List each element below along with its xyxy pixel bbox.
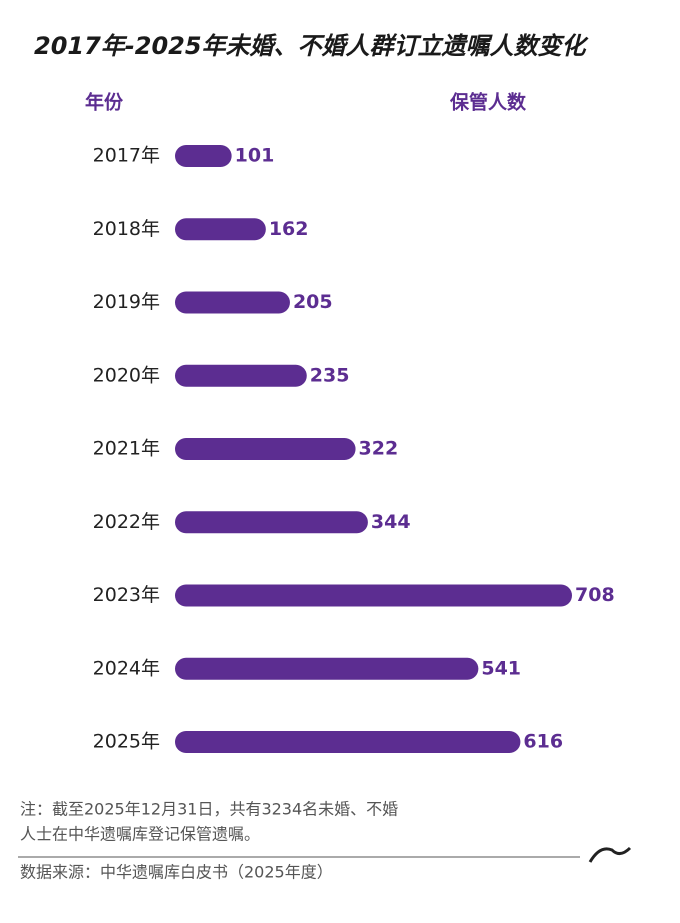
category-label: 2017年 <box>93 145 160 167</box>
bar <box>175 364 307 387</box>
note-line: 注：截至2025年12月31日，共有3234名未婚、不婚 <box>20 800 398 819</box>
category-label: 2024年 <box>93 657 160 679</box>
value-header: 保管人数 <box>449 91 527 114</box>
bar <box>175 511 368 534</box>
source: 数据来源：中华遗嘱库白皮书（2025年度） <box>20 863 333 882</box>
value-label: 708 <box>575 584 615 606</box>
category-label: 2023年 <box>93 584 160 606</box>
logo <box>588 846 632 863</box>
category-label: 2021年 <box>93 438 160 460</box>
category-label: 2020年 <box>93 364 160 386</box>
value-label: 344 <box>371 511 411 533</box>
value-label: 541 <box>481 657 521 679</box>
category-label: 2025年 <box>93 731 160 753</box>
category-header: 年份 <box>85 91 124 114</box>
value-label: 235 <box>310 364 350 386</box>
bar <box>175 584 572 607</box>
bar <box>175 731 521 753</box>
category-label: 2018年 <box>93 218 160 240</box>
value-label: 205 <box>293 291 333 313</box>
bar <box>175 657 479 680</box>
bar <box>175 145 232 167</box>
category-label: 2019年 <box>93 291 160 313</box>
value-label: 616 <box>523 731 563 753</box>
chart-title: 2017年-2025年未婚、不婚人群订立遗嘱人数变化 <box>34 32 590 60</box>
bar <box>175 291 290 314</box>
value-label: 322 <box>359 438 399 460</box>
category-label: 2022年 <box>93 511 160 533</box>
note-line: 人士在中华遗嘱库登记保管遗嘱。 <box>20 825 260 844</box>
bar <box>175 438 356 460</box>
bar <box>175 218 266 241</box>
value-label: 162 <box>269 218 309 240</box>
value-label: 101 <box>235 145 275 167</box>
